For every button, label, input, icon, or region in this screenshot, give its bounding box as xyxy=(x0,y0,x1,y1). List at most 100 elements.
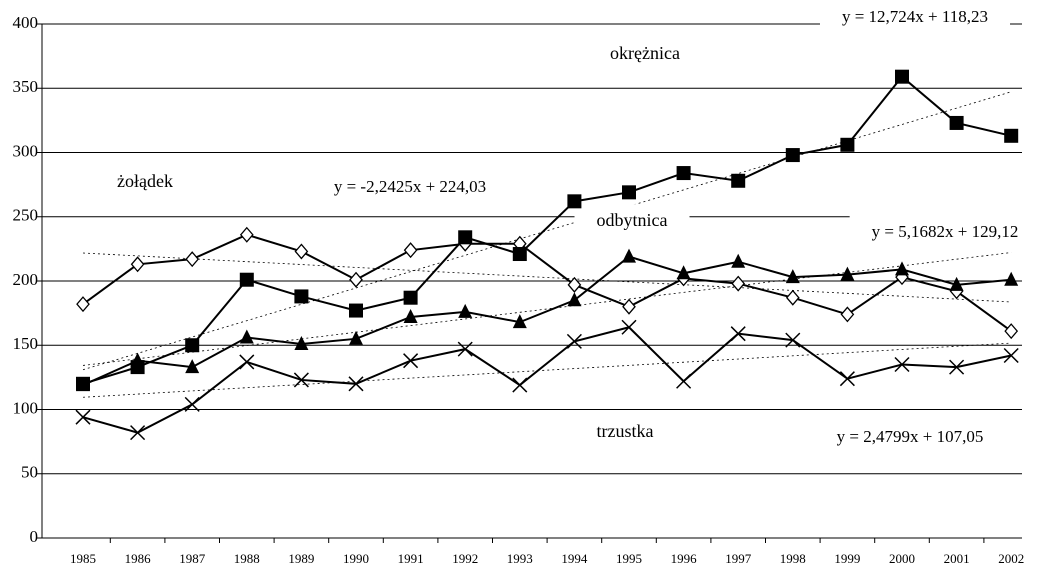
marker xyxy=(458,303,473,318)
series-lines xyxy=(82,75,1012,434)
x-tick-label: 2001 xyxy=(944,551,970,566)
marker xyxy=(1004,271,1019,286)
marker xyxy=(130,256,145,273)
marker xyxy=(676,265,691,280)
series-label: odbytnica xyxy=(597,210,668,230)
marker xyxy=(731,275,746,292)
marker xyxy=(294,289,309,304)
marker xyxy=(349,271,363,288)
marker xyxy=(676,373,692,389)
marker xyxy=(895,261,909,276)
series-label: żołądek xyxy=(117,171,173,191)
x-tick-label: 1987 xyxy=(179,551,206,566)
y-tick-label: 150 xyxy=(13,334,39,353)
y-tick-label: 50 xyxy=(21,463,38,482)
marker xyxy=(839,371,855,387)
marker xyxy=(567,276,582,293)
marker xyxy=(676,166,691,181)
markers xyxy=(75,69,1019,441)
marker xyxy=(731,173,746,188)
marker xyxy=(403,353,419,369)
marker xyxy=(239,272,254,287)
trendline xyxy=(82,91,1012,371)
marker xyxy=(840,266,855,281)
marker xyxy=(1004,323,1019,340)
x-tick-label: 1993 xyxy=(507,551,533,566)
y-tick-label: 0 xyxy=(30,527,39,546)
marker xyxy=(348,376,364,392)
label-background xyxy=(574,204,690,237)
marker xyxy=(512,377,528,393)
trendline xyxy=(82,252,1012,303)
axes: 0 50 100 150 200 250 300 350 400 1985 1986 1987 1988… xyxy=(13,13,1025,566)
marker xyxy=(567,292,582,307)
marker xyxy=(403,290,418,305)
marker xyxy=(403,308,418,323)
marker xyxy=(895,69,909,84)
x-tick-label: 1989 xyxy=(288,551,314,566)
marker xyxy=(239,354,255,370)
marker xyxy=(840,306,855,323)
label-background xyxy=(819,0,1011,32)
marker xyxy=(184,396,200,412)
marker xyxy=(731,253,746,268)
y-tick-label: 350 xyxy=(13,77,39,96)
x-tick-label: 2000 xyxy=(889,551,915,566)
series-line xyxy=(82,255,1012,386)
marker xyxy=(621,319,637,335)
x-tick-label: 1994 xyxy=(561,551,588,566)
x-tick-label: 1997 xyxy=(725,551,752,566)
marker xyxy=(185,359,200,374)
marker xyxy=(130,425,146,441)
marker xyxy=(512,314,527,329)
marker xyxy=(949,115,964,130)
marker xyxy=(1004,128,1019,143)
label-background xyxy=(588,37,702,70)
marker xyxy=(76,296,90,313)
marker xyxy=(458,230,473,245)
y-tick-label: 400 xyxy=(13,13,39,32)
label-background xyxy=(849,215,1037,247)
x-tick-label: 1999 xyxy=(834,551,860,566)
marker xyxy=(949,359,965,375)
series-label: okrężnica xyxy=(610,43,680,63)
x-tick-label: 2002 xyxy=(998,551,1024,566)
marker xyxy=(785,289,800,306)
marker xyxy=(349,330,363,345)
annotations: żołądek okrężnica odbytnica trzustka y = -2,… xyxy=(95,0,1037,452)
marker xyxy=(185,338,200,353)
x-tick-label: 1998 xyxy=(780,551,806,566)
marker xyxy=(457,341,473,357)
marker xyxy=(622,298,636,315)
x-tick-label: 1985 xyxy=(70,551,96,566)
marker xyxy=(512,247,527,262)
y-tick-label: 250 xyxy=(13,206,39,225)
label-background xyxy=(311,170,509,202)
trendline xyxy=(82,252,1012,366)
label-background xyxy=(814,420,1006,452)
series-line xyxy=(82,326,1012,434)
series-line xyxy=(82,75,1012,385)
marker xyxy=(567,194,582,209)
x-tick-label: 1986 xyxy=(125,551,152,566)
trend-equation: y = 12,724x + 118,23 xyxy=(842,7,988,26)
marker xyxy=(293,372,309,388)
marker xyxy=(349,303,363,318)
series-label: trzustka xyxy=(597,421,654,441)
x-tick-label: 1991 xyxy=(398,551,424,566)
marker xyxy=(185,251,200,268)
marker xyxy=(239,329,254,344)
marker xyxy=(785,148,800,163)
x-tick-label: 1990 xyxy=(343,551,369,566)
label-background xyxy=(574,415,676,448)
x-tick-label: 1995 xyxy=(616,551,642,566)
marker xyxy=(949,276,964,291)
y-tick-label: 300 xyxy=(13,141,39,160)
marker xyxy=(566,333,582,349)
series-line xyxy=(82,233,1012,332)
marker xyxy=(785,269,800,284)
marker xyxy=(622,248,636,263)
marker xyxy=(894,356,910,373)
marker xyxy=(1003,347,1019,364)
